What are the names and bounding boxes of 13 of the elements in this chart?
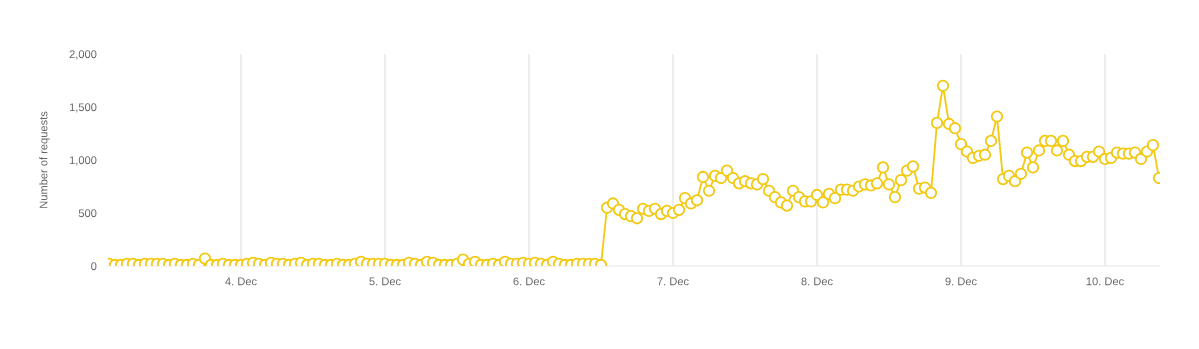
y-tick-label: 500	[78, 209, 97, 218]
x-tick-label: 10. Dec	[1086, 277, 1124, 286]
x-tick-label: 6. Dec	[513, 277, 545, 286]
x-tick-label: 8. Dec	[801, 277, 833, 286]
x-tick-label: 4. Dec	[225, 277, 257, 286]
x-tick-label: 7. Dec	[657, 277, 689, 286]
y-axis-title: Number of requests	[39, 111, 50, 208]
y-tick-label: 0	[91, 262, 97, 271]
x-tick-label: 5. Dec	[369, 277, 401, 286]
y-tick-label: 1,500	[69, 103, 97, 113]
y-tick-label: 2,000	[69, 50, 97, 60]
y-tick-label: 1,000	[69, 156, 97, 166]
x-tick-label: 9. Dec	[945, 277, 977, 286]
